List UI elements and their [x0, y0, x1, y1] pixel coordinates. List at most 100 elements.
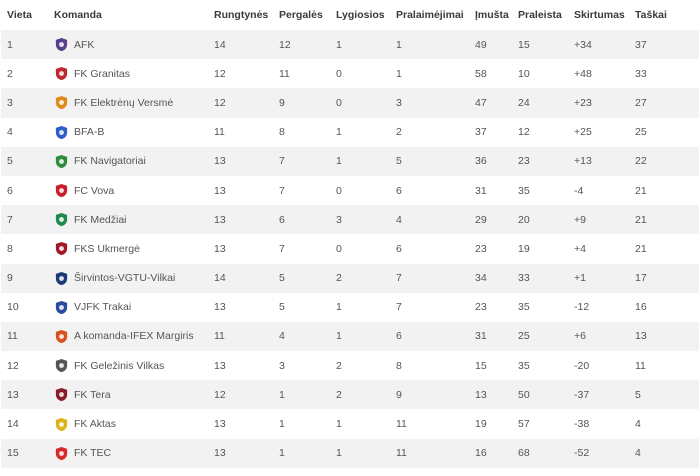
goals-against-cell: 24: [518, 96, 530, 109]
goal-diff-cell: -37: [574, 388, 590, 401]
team-link[interactable]: FK Medžiai: [54, 212, 214, 227]
goal-diff-cell: +13: [574, 155, 592, 168]
points-cell: 21: [635, 213, 647, 226]
goal-diff-cell: +23: [574, 96, 592, 109]
goals-for-cell: 36: [475, 155, 487, 168]
header-won[interactable]: Pergalės: [279, 9, 323, 21]
goals-for-cell: 58: [475, 67, 487, 80]
position-cell: 4: [7, 126, 13, 139]
team-cell: VJFK Trakai: [54, 293, 214, 322]
drawn-cell: 1: [336, 330, 342, 343]
lost-cell: 1: [396, 67, 402, 80]
header-position[interactable]: Vieta: [7, 9, 32, 21]
drawn-cell: 0: [336, 184, 342, 197]
goals-against-cell: 23: [518, 155, 530, 168]
played-cell: 13: [214, 242, 226, 255]
vilkai-crest-icon: [54, 271, 69, 286]
played-cell: 13: [214, 184, 226, 197]
team-cell: FK Aktas: [54, 409, 214, 438]
gelezinis-vilkas-crest-icon: [54, 358, 69, 373]
points-cell: 22: [635, 155, 647, 168]
team-link[interactable]: FK Navigatoriai: [54, 154, 214, 169]
header-goals-for[interactable]: Įmušta: [475, 9, 509, 21]
drawn-cell: 1: [336, 447, 342, 460]
team-cell: AFK: [54, 30, 214, 59]
position-cell: 13: [7, 388, 19, 401]
team-name: AFK: [74, 38, 95, 51]
points-cell: 25: [635, 126, 647, 139]
table-row: 3 FK Elektrėnų Versmė 12 9 0 3 47 24 +23 27: [1, 88, 699, 118]
drawn-cell: 3: [336, 213, 342, 226]
won-cell: 9: [279, 96, 285, 109]
position-cell: 8: [7, 242, 13, 255]
goals-against-cell: 35: [518, 359, 530, 372]
team-link[interactable]: FK Tera: [54, 387, 214, 402]
header-lost[interactable]: Pralaimėjimai: [396, 9, 464, 21]
goals-for-cell: 19: [475, 418, 487, 431]
team-link[interactable]: FK Granitas: [54, 66, 214, 81]
goal-diff-cell: -4: [574, 184, 584, 197]
header-goal-diff[interactable]: Skirtumas: [574, 9, 625, 21]
goals-against-cell: 57: [518, 418, 530, 431]
team-cell: FK TEC: [54, 439, 214, 468]
goals-for-cell: 31: [475, 184, 487, 197]
team-link[interactable]: Širvintos-VGTU-Vilkai: [54, 271, 214, 286]
goal-diff-cell: +25: [574, 126, 592, 139]
goal-diff-cell: -20: [574, 359, 590, 372]
played-cell: 13: [214, 155, 226, 168]
team-cell: FK Medžiai: [54, 205, 214, 234]
position-cell: 5: [7, 155, 13, 168]
table-row: 7 FK Medžiai 13 6 3 4 29 20 +9 21: [1, 205, 699, 235]
table-row: 13 FK Tera 12 1 2 9 13 50 -37 5: [1, 380, 699, 410]
points-cell: 4: [635, 418, 641, 431]
team-name: BFA-B: [74, 126, 105, 139]
tera-crest-icon: [54, 387, 69, 402]
header-drawn[interactable]: Lygiosios: [336, 9, 385, 21]
team-link[interactable]: FK TEC: [54, 446, 214, 461]
drawn-cell: 1: [336, 155, 342, 168]
team-name: FK Medžiai: [74, 213, 127, 226]
team-link[interactable]: AFK: [54, 37, 214, 52]
won-cell: 1: [279, 388, 285, 401]
header-played[interactable]: Rungtynės: [214, 9, 269, 21]
position-cell: 14: [7, 418, 19, 431]
tec-crest-icon: [54, 446, 69, 461]
won-cell: 12: [279, 38, 291, 51]
header-team[interactable]: Komanda: [54, 9, 102, 21]
played-cell: 12: [214, 96, 226, 109]
team-cell: FK Geležinis Vilkas: [54, 351, 214, 380]
goals-for-cell: 13: [475, 388, 487, 401]
team-name: FK Elektrėnų Versmė: [74, 96, 174, 109]
played-cell: 14: [214, 272, 226, 285]
table-row: 12 FK Geležinis Vilkas 13 3 2 8 15 35 -20 11: [1, 351, 699, 381]
goal-diff-cell: +48: [574, 67, 592, 80]
team-cell: A komanda-IFEX Margiris: [54, 322, 214, 351]
played-cell: 11: [214, 126, 225, 139]
points-cell: 4: [635, 447, 641, 460]
played-cell: 11: [214, 330, 225, 343]
header-points[interactable]: Taškai: [635, 9, 667, 21]
table-row: 10 VJFK Trakai 13 5 1 7 23 35 -12 16: [1, 292, 699, 322]
team-name: VJFK Trakai: [74, 301, 132, 314]
goal-diff-cell: -12: [574, 301, 590, 314]
goals-against-cell: 50: [518, 388, 530, 401]
team-link[interactable]: FK Aktas: [54, 417, 214, 432]
goals-against-cell: 25: [518, 330, 530, 343]
header-row: Vieta Komanda Rungtynės Pergalės Lygiosi…: [1, 0, 699, 30]
versme-crest-icon: [54, 95, 69, 110]
team-link[interactable]: FK Elektrėnų Versmė: [54, 95, 214, 110]
header-goals-against[interactable]: Praleista: [518, 9, 562, 21]
team-link[interactable]: BFA-B: [54, 125, 214, 140]
played-cell: 13: [214, 213, 226, 226]
goals-for-cell: 23: [475, 242, 487, 255]
goals-against-cell: 19: [518, 242, 530, 255]
team-link[interactable]: FKS Ukmergė: [54, 241, 214, 256]
trakai-crest-icon: [54, 300, 69, 315]
team-link[interactable]: FC Vova: [54, 183, 214, 198]
lost-cell: 3: [396, 96, 402, 109]
lost-cell: 6: [396, 330, 402, 343]
team-link[interactable]: VJFK Trakai: [54, 300, 214, 315]
goals-for-cell: 34: [475, 272, 487, 285]
team-link[interactable]: FK Geležinis Vilkas: [54, 358, 214, 373]
team-link[interactable]: A komanda-IFEX Margiris: [54, 329, 214, 344]
